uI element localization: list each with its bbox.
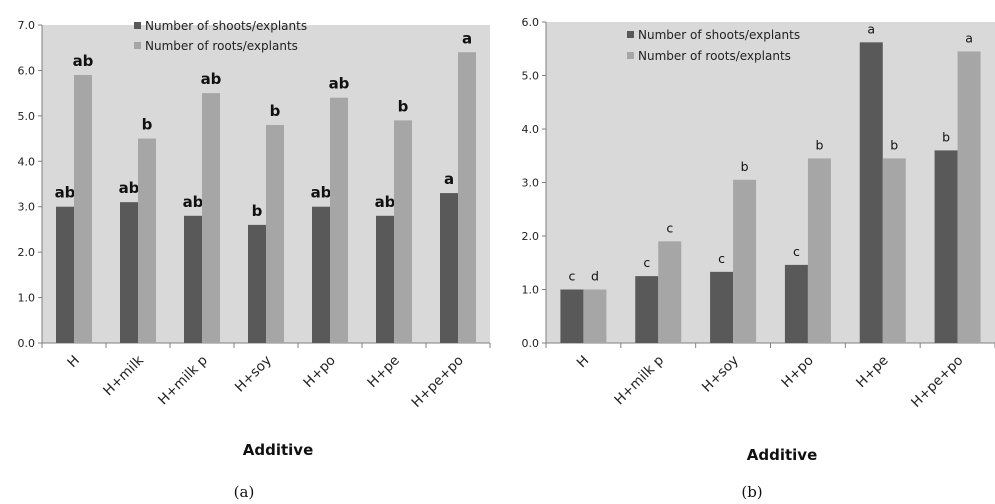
label-shoots-5: ab: [375, 193, 396, 211]
bar-roots-3: [266, 124, 284, 343]
legend-label: Number of shoots/explants: [638, 28, 800, 42]
bar-shoots-4: [859, 42, 883, 344]
label-roots-5: a: [965, 30, 973, 45]
bar-roots-2: [202, 93, 220, 344]
y-tick-label: 6.0: [18, 64, 36, 77]
label-roots-4: ab: [329, 75, 350, 93]
label-roots-2: b: [741, 159, 749, 174]
label-roots-1: b: [142, 116, 153, 134]
label-roots-4: b: [890, 137, 898, 152]
x-category-label: H+milk: [100, 352, 147, 399]
legend-swatch: [134, 22, 141, 29]
x-axis-title: Additive: [243, 441, 314, 459]
x-category-label: H+po: [778, 353, 816, 391]
chart-panel-1: 0.0 1.0 2.0 3.0 4.0 5.0 6.0 c d Hc c H+milk p c b H+so…: [522, 16, 995, 501]
y-tick-label: 4.0: [18, 155, 36, 168]
bar-roots-1: [138, 138, 156, 343]
label-roots-1: c: [666, 220, 673, 235]
bar-roots-4: [882, 158, 906, 343]
label-shoots-0: c: [568, 269, 575, 284]
bar-roots-4: [330, 97, 348, 343]
label-shoots-4: a: [867, 21, 875, 36]
x-category-label: H+milk p: [611, 353, 667, 409]
x-category-label: H: [64, 353, 82, 371]
bar-shoots-5: [376, 215, 394, 343]
bar-roots-0: [74, 74, 92, 343]
bar-roots-3: [807, 158, 831, 343]
y-tick-label: 0.0: [522, 337, 540, 350]
label-roots-5: b: [398, 97, 409, 115]
label-shoots-5: b: [942, 129, 950, 144]
bar-shoots-0: [56, 206, 74, 343]
bar-roots-2: [733, 179, 757, 343]
x-axis-title: Additive: [747, 446, 818, 464]
label-shoots-0: ab: [55, 184, 76, 202]
x-category-label: H+milk p: [155, 353, 211, 409]
y-tick-label: 3.0: [522, 177, 540, 190]
label-shoots-6: a: [444, 170, 454, 188]
label-shoots-4: ab: [311, 184, 332, 202]
bar-shoots-0: [560, 289, 584, 343]
x-category-label: H+soy: [232, 353, 275, 396]
bar-shoots-1: [120, 202, 138, 343]
bar-roots-5: [957, 51, 981, 344]
bar-shoots-2: [710, 271, 734, 343]
label-shoots-2: c: [718, 251, 725, 266]
legend-swatch: [134, 42, 141, 49]
legend-label: Number of roots/explants: [638, 49, 791, 63]
legend-label: Number of roots/explants: [145, 39, 298, 53]
legend-swatch: [627, 52, 634, 59]
bar-shoots-3: [784, 264, 808, 343]
x-category-label: H: [574, 353, 592, 371]
bar-shoots-2: [184, 215, 202, 343]
label-shoots-3: b: [252, 202, 263, 220]
label-roots-3: b: [815, 137, 823, 152]
x-category-label: H+pe+po: [409, 353, 467, 411]
label-shoots-1: ab: [119, 179, 140, 197]
y-tick-label: 5.0: [18, 110, 36, 123]
label-roots-2: ab: [201, 70, 222, 88]
y-tick-label: 7.0: [18, 19, 36, 32]
y-tick-label: 3.0: [18, 201, 36, 214]
bar-shoots-4: [312, 206, 330, 343]
legend-swatch: [627, 31, 634, 38]
x-category-label: H+pe+po: [908, 353, 966, 411]
bar-shoots-5: [934, 150, 958, 343]
y-tick-label: 4.0: [522, 123, 540, 136]
bar-roots-5: [394, 120, 412, 344]
bar-shoots-1: [635, 276, 659, 343]
label-shoots-1: c: [643, 255, 650, 270]
bar-roots-0: [583, 289, 607, 343]
y-tick-label: 1.0: [522, 284, 540, 297]
y-tick-label: 1.0: [18, 292, 36, 305]
x-category-label: H+pe: [853, 353, 891, 391]
label-roots-0: ab: [73, 52, 94, 70]
label-roots-6: a: [462, 29, 472, 47]
x-category-label: H+pe: [364, 353, 402, 391]
y-tick-label: 5.0: [522, 70, 540, 83]
x-category-label: H+po: [300, 353, 338, 391]
panel-label: (b): [741, 483, 762, 501]
x-category-label: H+soy: [699, 353, 742, 396]
bar-shoots-6: [440, 193, 458, 343]
label-roots-3: b: [270, 102, 281, 120]
label-shoots-3: c: [793, 244, 800, 259]
bar-roots-1: [658, 241, 682, 343]
bar-roots-6: [458, 52, 476, 343]
y-tick-label: 0.0: [18, 337, 36, 350]
chart-panel-0: 0.01.02.03.04.05.06.07.0ababHabbH+milkab…: [18, 19, 491, 501]
y-tick-label: 2.0: [522, 230, 540, 243]
y-tick-label: 2.0: [18, 246, 36, 259]
plot-area: [546, 22, 995, 343]
bar-shoots-3: [248, 224, 266, 343]
panel-label: (a): [234, 483, 255, 501]
label-roots-0: d: [591, 269, 599, 284]
label-shoots-2: ab: [183, 193, 204, 211]
legend-label: Number of shoots/explants: [145, 19, 307, 33]
y-tick-label: 6.0: [522, 16, 540, 29]
